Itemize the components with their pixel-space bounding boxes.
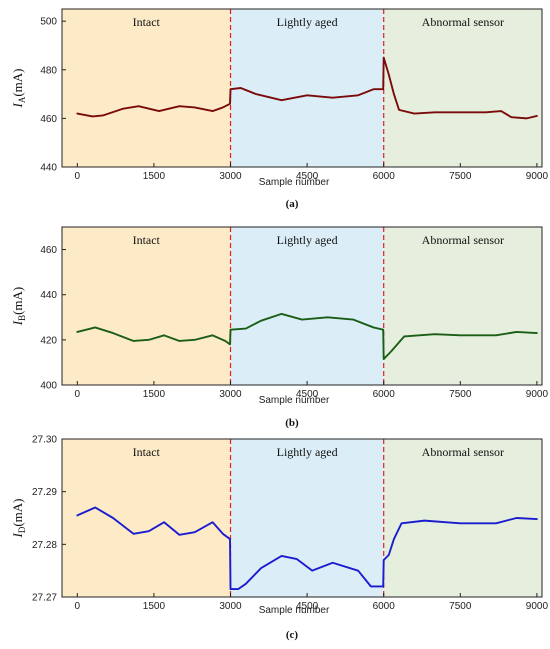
y-axis-label-main: I [10, 533, 25, 539]
region-background [383, 9, 542, 167]
x-tick-label: 0 [75, 389, 81, 400]
x-tick-label: 4500 [296, 389, 319, 400]
region-label: Abnormal sensor [422, 15, 504, 29]
x-tick-label: 4500 [296, 601, 319, 612]
plot-frame [61, 8, 543, 168]
plot-frame [61, 438, 543, 598]
series-line [76, 506, 538, 591]
y-tick-label: 480 [40, 65, 57, 76]
y-tick-label: 400 [40, 381, 57, 392]
chart-panel-2: Intact Lightly aged Abnormal sensor 0 1500 30… [10, 226, 549, 429]
y-tick-label: 27.27 [32, 593, 57, 604]
region-background [62, 227, 231, 385]
x-tick-label: 6000 [373, 601, 396, 612]
region-background [230, 227, 384, 385]
y-axis-label-main: I [10, 320, 25, 326]
x-tick-label: 7500 [449, 171, 472, 182]
y-tick-label: 27.30 [32, 435, 57, 446]
region-label: Abnormal sensor [422, 233, 504, 247]
y-axis-label-subscript: A [17, 96, 27, 103]
region-label: Abnormal sensor [422, 445, 504, 459]
y-tick-label: 460 [40, 114, 57, 125]
x-tick-label: 1500 [143, 601, 166, 612]
y-axis-label-unit: (mA) [10, 287, 25, 315]
y-axis-label-unit: (mA) [10, 68, 25, 96]
series-line [76, 56, 538, 120]
y-tick-label: 27.28 [32, 540, 57, 551]
y-tick-label: 440 [40, 290, 57, 301]
y-tick-label: 500 [40, 17, 57, 28]
x-tick-label: 0 [75, 171, 81, 182]
region-background [230, 9, 384, 167]
panel-caption: (b) [285, 417, 299, 429]
region-label: Intact [133, 15, 161, 29]
x-tick-label: 3000 [219, 171, 242, 182]
x-tick-label: 6000 [373, 171, 396, 182]
region-background [383, 227, 542, 385]
x-tick-label: 7500 [449, 601, 472, 612]
y-axis-label: IB(mA) [10, 287, 27, 327]
region-label: Intact [133, 233, 161, 247]
x-tick-label: 3000 [219, 601, 242, 612]
panel-caption: (c) [286, 629, 299, 641]
y-axis-label: IA(mA) [10, 68, 27, 108]
x-tick-label: 9000 [526, 389, 549, 400]
x-tick-label: 7500 [449, 389, 472, 400]
x-axis-label: Sample number [259, 177, 330, 188]
chart-panel-3: Intact Lightly aged Abnormal sensor 0 1500 30… [10, 435, 548, 642]
region-label: Intact [133, 445, 161, 459]
y-axis-label-subscript: B [17, 315, 27, 321]
x-axis-label: Sample number [259, 395, 330, 406]
y-tick-label: 460 [40, 245, 57, 256]
x-tick-label: 9000 [526, 171, 549, 182]
x-tick-label: 1500 [143, 171, 166, 182]
x-tick-label: 1500 [143, 389, 166, 400]
series-line [76, 312, 538, 360]
region-background [62, 439, 231, 597]
y-axis-label-subscript: D [17, 526, 27, 533]
x-tick-label: 9000 [526, 601, 549, 612]
y-axis-label: ID(mA) [10, 498, 27, 538]
x-tick-label: 3000 [219, 389, 242, 400]
x-tick-label: 4500 [296, 171, 319, 182]
plot-frame [61, 226, 543, 386]
region-label: Lightly aged [277, 233, 338, 247]
region-label: Lightly aged [277, 15, 338, 29]
y-axis-label-main: I [10, 103, 25, 109]
x-axis-label: Sample number [259, 605, 330, 616]
y-tick-label: 440 [40, 163, 57, 174]
region-label: Lightly aged [277, 445, 338, 459]
y-axis-label-unit: (mA) [10, 498, 25, 526]
panel-caption: (a) [286, 198, 299, 210]
y-tick-label: 420 [40, 335, 57, 346]
x-tick-label: 0 [75, 601, 81, 612]
region-background [62, 9, 231, 167]
chart-panel-1: Intact Lightly aged Abnormal sensor 0 1500 30… [10, 8, 549, 210]
x-tick-label: 6000 [373, 389, 396, 400]
y-tick-label: 27.29 [32, 487, 57, 498]
